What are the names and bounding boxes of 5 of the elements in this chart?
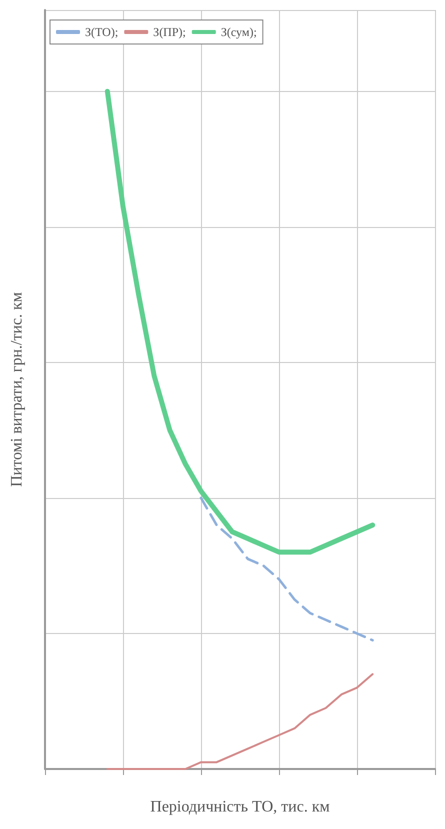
y-axis-title: Питомі витрати, грн./тис. км	[8, 292, 26, 487]
x-axis-title: Періодичність ТО, тис. км	[150, 798, 330, 816]
legend-label: З(ПР);	[153, 25, 186, 39]
legend-label: З(ТО);	[85, 25, 118, 39]
legend-label: З(сум);	[220, 25, 257, 39]
